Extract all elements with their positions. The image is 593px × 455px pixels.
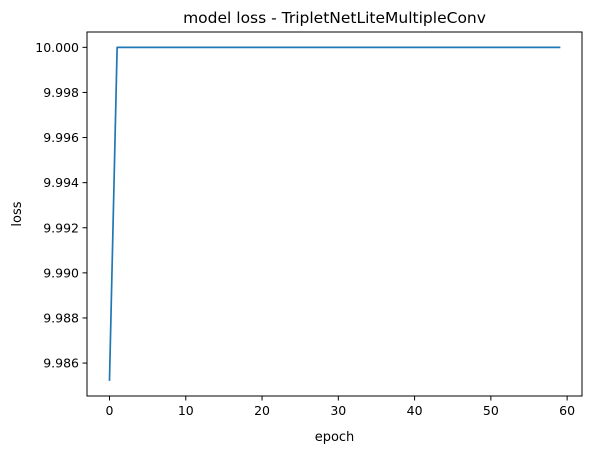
y-axis-label: loss xyxy=(10,201,25,226)
y-axis-ticks: 9.986 9.988 9.990 9.992 9.994 9.996 9.998 10.00… xyxy=(35,40,87,371)
x-tick-label: 50 xyxy=(483,403,499,418)
y-tick-label: 9.998 xyxy=(43,85,79,100)
x-tick-label: 60 xyxy=(559,403,575,418)
y-tick-label: 9.994 xyxy=(43,175,79,190)
loss-series-line xyxy=(110,47,560,380)
y-tick-label: 9.996 xyxy=(43,130,79,145)
x-axis-label: epoch xyxy=(315,430,355,445)
y-tick-label: 9.990 xyxy=(43,265,79,280)
y-tick-label: 10.000 xyxy=(35,40,79,55)
x-tick-label: 10 xyxy=(178,403,194,418)
series-layer xyxy=(110,47,560,380)
y-tick-label: 9.988 xyxy=(43,310,79,325)
x-tick-label: 40 xyxy=(407,403,423,418)
x-tick-label: 20 xyxy=(254,403,270,418)
x-tick-label: 0 xyxy=(106,403,114,418)
y-tick-label: 9.986 xyxy=(43,356,79,371)
plot-frame xyxy=(87,32,582,396)
x-tick-label: 30 xyxy=(330,403,346,418)
x-axis-ticks: 0 10 20 30 40 50 60 xyxy=(106,396,576,418)
y-tick-label: 9.992 xyxy=(43,220,79,235)
chart-title: model loss - TripletNetLiteMultipleConv xyxy=(183,9,486,27)
